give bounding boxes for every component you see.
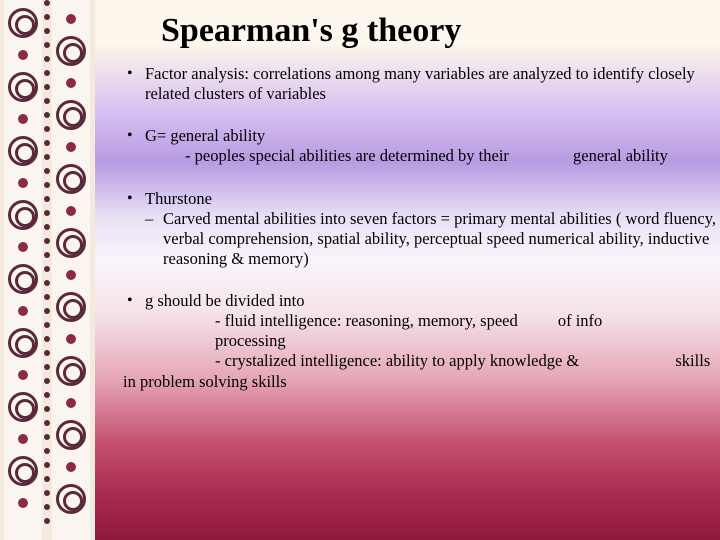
dot-icon xyxy=(66,206,76,216)
bullet-item: G= general ability - peoples special abi… xyxy=(123,126,720,166)
dot-icon xyxy=(18,498,28,508)
swirl-column xyxy=(52,0,90,540)
swirl-icon xyxy=(56,292,86,322)
dot-icon xyxy=(66,398,76,408)
bullet-text: Factor analysis: correlations among many… xyxy=(145,64,695,103)
dot-icon xyxy=(18,306,28,316)
bullet-subtext: general ability xyxy=(573,146,668,166)
swirl-icon xyxy=(8,328,38,358)
bullet-text: G= general ability xyxy=(145,126,265,145)
bullet-subtext: - peoples special abilities are determin… xyxy=(145,146,509,165)
slide-title: Spearman's g theory xyxy=(161,12,720,50)
dot-icon xyxy=(18,50,28,60)
bullet-subtext: skills xyxy=(675,351,710,371)
swirl-icon xyxy=(8,72,38,102)
swirl-icon xyxy=(8,136,38,166)
swirl-icon xyxy=(56,356,86,386)
dot-icon xyxy=(18,370,28,380)
dot-icon xyxy=(18,434,28,444)
swirl-icon xyxy=(8,264,38,294)
swirl-icon xyxy=(56,100,86,130)
dot-icon xyxy=(18,114,28,124)
swirl-icon xyxy=(56,228,86,258)
sub-bullet: Carved mental abilities into seven facto… xyxy=(145,209,720,269)
dot-icon xyxy=(18,242,28,252)
swirl-icon xyxy=(8,8,38,38)
swirl-icon xyxy=(8,456,38,486)
swirl-icon xyxy=(56,36,86,66)
slide-content: Spearman's g theory Factor analysis: cor… xyxy=(95,0,720,540)
bullet-text: g should be divided into xyxy=(145,291,305,310)
bullet-list: Factor analysis: correlations among many… xyxy=(113,64,720,392)
dot-icon xyxy=(66,78,76,88)
bullet-item: Factor analysis: correlations among many… xyxy=(123,64,720,104)
slide: Spearman's g theory Factor analysis: cor… xyxy=(0,0,720,540)
bullet-item: g should be divided into - fluid intelli… xyxy=(123,291,720,392)
decorative-left-border xyxy=(0,0,95,540)
bullet-subtext: in problem solving skills xyxy=(123,372,287,391)
swirl-column xyxy=(4,0,42,540)
bullet-item: Thurstone Carved mental abilities into s… xyxy=(123,189,720,270)
bullet-subtext: - fluid intelligence: reasoning, memory,… xyxy=(145,311,518,330)
swirl-icon xyxy=(56,484,86,514)
sub-bullet-text: Carved mental abilities into seven facto… xyxy=(163,209,716,268)
dot-icon xyxy=(66,142,76,152)
swirl-icon xyxy=(56,420,86,450)
dot-icon xyxy=(18,178,28,188)
swirl-icon xyxy=(8,392,38,422)
bullet-subtext: - crystalized intelligence: ability to a… xyxy=(145,351,579,370)
bullet-text: Thurstone xyxy=(145,189,212,208)
swirl-icon xyxy=(56,164,86,194)
dot-icon xyxy=(66,334,76,344)
bullet-subtext: of info xyxy=(558,311,602,331)
bullet-subtext: processing xyxy=(145,331,286,350)
swirl-icon xyxy=(8,200,38,230)
dot-icon xyxy=(66,270,76,280)
bead-strip xyxy=(44,0,50,540)
dot-icon xyxy=(66,14,76,24)
dot-icon xyxy=(66,462,76,472)
